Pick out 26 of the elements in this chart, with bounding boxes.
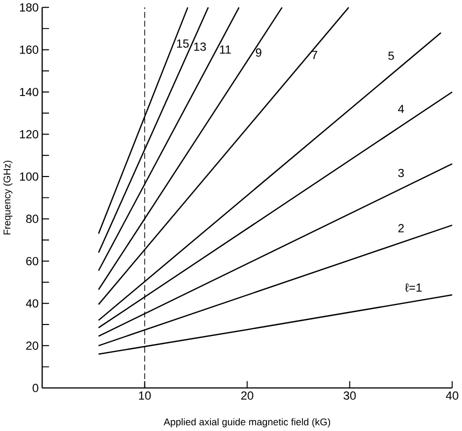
y-tick-label: 60 — [26, 257, 38, 266]
series-label: ℓ=1 — [405, 284, 422, 292]
series-label: 7 — [312, 51, 318, 60]
y-tick-label: 40 — [26, 299, 38, 308]
x-axis-title: Applied axial guide magnetic field (kG) — [164, 418, 330, 428]
series-label: 9 — [256, 48, 262, 57]
series-label: 2 — [398, 224, 404, 232]
series-label: 11 — [220, 46, 231, 54]
y-tick-label: 100 — [20, 172, 38, 181]
y-tick-label: 140 — [20, 88, 38, 96]
series-label: 3 — [398, 169, 404, 178]
x-tick-label: 30 — [344, 392, 356, 400]
y-tick-label: 0 — [32, 384, 38, 392]
y-axis-title: Frequency (GHz) — [3, 160, 12, 235]
series-label: 4 — [398, 105, 404, 114]
series-label: 15 — [177, 40, 189, 48]
y-tick-label: 80 — [26, 214, 38, 224]
y-tick-label: 160 — [20, 46, 38, 54]
y-tick-label: 120 — [20, 130, 38, 139]
x-tick-label: 20 — [241, 392, 254, 400]
series-label: 13 — [194, 42, 206, 52]
y-tick-label: 20 — [26, 342, 38, 350]
x-tick-label: 40 — [446, 392, 458, 400]
x-tick-label: 10 — [139, 392, 151, 400]
y-tick-label: 180 — [20, 3, 38, 12]
series-label: 5 — [388, 52, 394, 60]
